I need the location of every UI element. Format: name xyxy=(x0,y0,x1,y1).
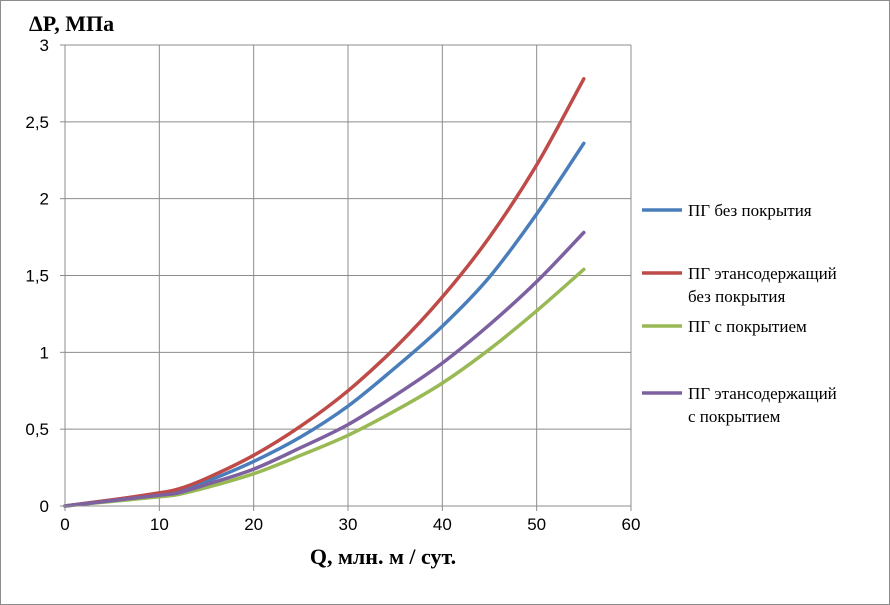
y-tick-label: 1,5 xyxy=(25,267,49,286)
series-line-2 xyxy=(63,77,586,508)
y-tick-label: 0,5 xyxy=(25,420,49,439)
legend-label-3: ПГ с покрытием xyxy=(688,317,807,336)
y-axis-title: ΔP, МПа xyxy=(29,11,114,36)
legend-label-1: ПГ без покрытия xyxy=(688,201,812,220)
series-line-3 xyxy=(63,267,586,508)
legend-label-4: ПГ этансодержащий xyxy=(688,384,837,403)
y-tick-label: 2 xyxy=(40,190,49,209)
grid xyxy=(64,44,632,507)
x-tick-label: 60 xyxy=(622,515,641,534)
x-axis-title: Q, млн. м / сут. xyxy=(310,544,456,569)
y-tick-label: 0 xyxy=(40,497,49,516)
y-tick-label: 3 xyxy=(40,36,49,55)
legend-label-4: с покрытием xyxy=(688,407,781,426)
y-tick-label: 2,5 xyxy=(25,113,49,132)
x-tick-label: 30 xyxy=(339,515,358,534)
x-tick-label: 0 xyxy=(60,515,69,534)
axes: 0 10 20 30 40 50 60 0 0,5 1 1,5 2 2,5 3 xyxy=(25,36,640,534)
legend-label-2: без покрытия xyxy=(688,287,785,306)
legend: ПГ без покрытия ПГ этансодержащий без покр… xyxy=(642,201,837,426)
legend-label-2: ПГ этансодержащий xyxy=(688,264,837,283)
series-line-4 xyxy=(63,230,586,508)
x-tick-label: 10 xyxy=(150,515,169,534)
series-line-1 xyxy=(63,141,586,508)
x-tick-label: 40 xyxy=(433,515,452,534)
x-tick-label: 20 xyxy=(244,515,263,534)
y-tick-label: 1 xyxy=(40,343,49,362)
series-lines xyxy=(63,77,586,508)
x-tick-label: 50 xyxy=(527,515,546,534)
